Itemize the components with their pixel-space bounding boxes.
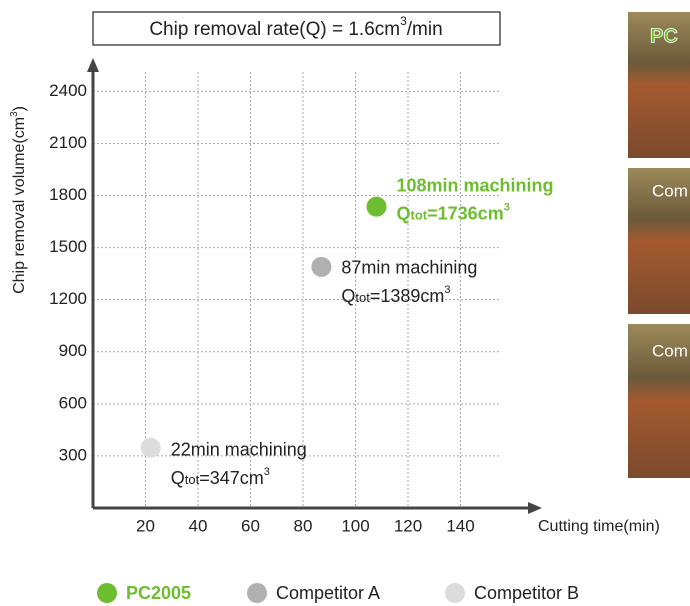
annotation: Qtot=1389cm3 <box>341 284 450 306</box>
photos: PC Com Com <box>628 12 690 478</box>
annotation-sup: 3 <box>444 284 450 296</box>
y-axis-arrow <box>87 58 99 72</box>
y-tick-label: 2100 <box>49 133 87 152</box>
x-tick-label: 140 <box>446 516 474 535</box>
chart: Chip removal rate(Q) = 1.6cm3/min Chip r… <box>0 0 690 606</box>
annotation-eq: =1389cm <box>370 286 445 306</box>
y-tick-label: 300 <box>59 445 87 464</box>
annotation: Qtot=1736cm3 <box>397 202 510 224</box>
x-tick-label: 20 <box>136 516 155 535</box>
annotation-eq: =347cm <box>199 468 264 488</box>
legend-marker <box>445 583 465 603</box>
annotation-sup: 3 <box>504 202 510 214</box>
photo-label: Com <box>652 341 688 360</box>
point <box>311 257 331 277</box>
annotation: 87min machining <box>341 258 477 278</box>
x-tick-label: 120 <box>394 516 422 535</box>
annotation-eq: =1736cm <box>427 203 504 223</box>
photo-label: Com <box>652 181 688 200</box>
x-tick-label: 60 <box>241 516 260 535</box>
chart-title: Chip removal rate(Q) = 1.6cm3/min <box>149 14 442 40</box>
legend-label: PC2005 <box>126 583 191 603</box>
point <box>367 197 387 217</box>
title-tail: /min <box>407 19 443 40</box>
annotation-q: Q <box>397 203 411 223</box>
point <box>141 438 161 458</box>
annotation-sub: tot <box>185 472 200 487</box>
x-tick-label: 80 <box>294 516 313 535</box>
title-text: Chip removal rate(Q) = 1.6cm <box>149 19 400 40</box>
annotation: Qtot=347cm3 <box>171 466 270 488</box>
page: Chip removal rate(Q) = 1.6cm3/min Chip r… <box>0 0 690 606</box>
annotation-q: Q <box>171 468 185 488</box>
y-label-tail: ) <box>11 106 28 111</box>
y-tick-label: 1800 <box>49 185 87 204</box>
annotation-sub: tot <box>355 290 370 305</box>
legend-marker <box>247 583 267 603</box>
y-tick-label: 1200 <box>49 289 87 308</box>
y-tick-label: 1500 <box>49 237 87 256</box>
legend-label: Competitor A <box>276 583 380 603</box>
annotation: 22min machining <box>171 440 307 460</box>
y-label-text: Chip removal volume(cm <box>11 117 28 294</box>
y-axis-label: Chip removal volume(cm3) <box>9 106 29 294</box>
annotation-q: Q <box>341 286 355 306</box>
photo-label: PC <box>650 25 678 47</box>
y-tick-label: 2400 <box>49 81 87 100</box>
legend-label: Competitor B <box>474 583 579 603</box>
annotation-sup: 3 <box>264 466 270 478</box>
x-axis-arrow <box>528 502 542 514</box>
y-tick-label: 600 <box>59 393 87 412</box>
annotation-sub: tot <box>411 208 428 223</box>
legend-marker <box>97 583 117 603</box>
annotation: 108min machining <box>397 175 554 195</box>
x-axis-label: Cutting time(min) <box>538 518 660 535</box>
x-tick-label: 40 <box>189 516 208 535</box>
y-tick-label: 900 <box>59 341 87 360</box>
x-tick-label: 100 <box>341 516 369 535</box>
